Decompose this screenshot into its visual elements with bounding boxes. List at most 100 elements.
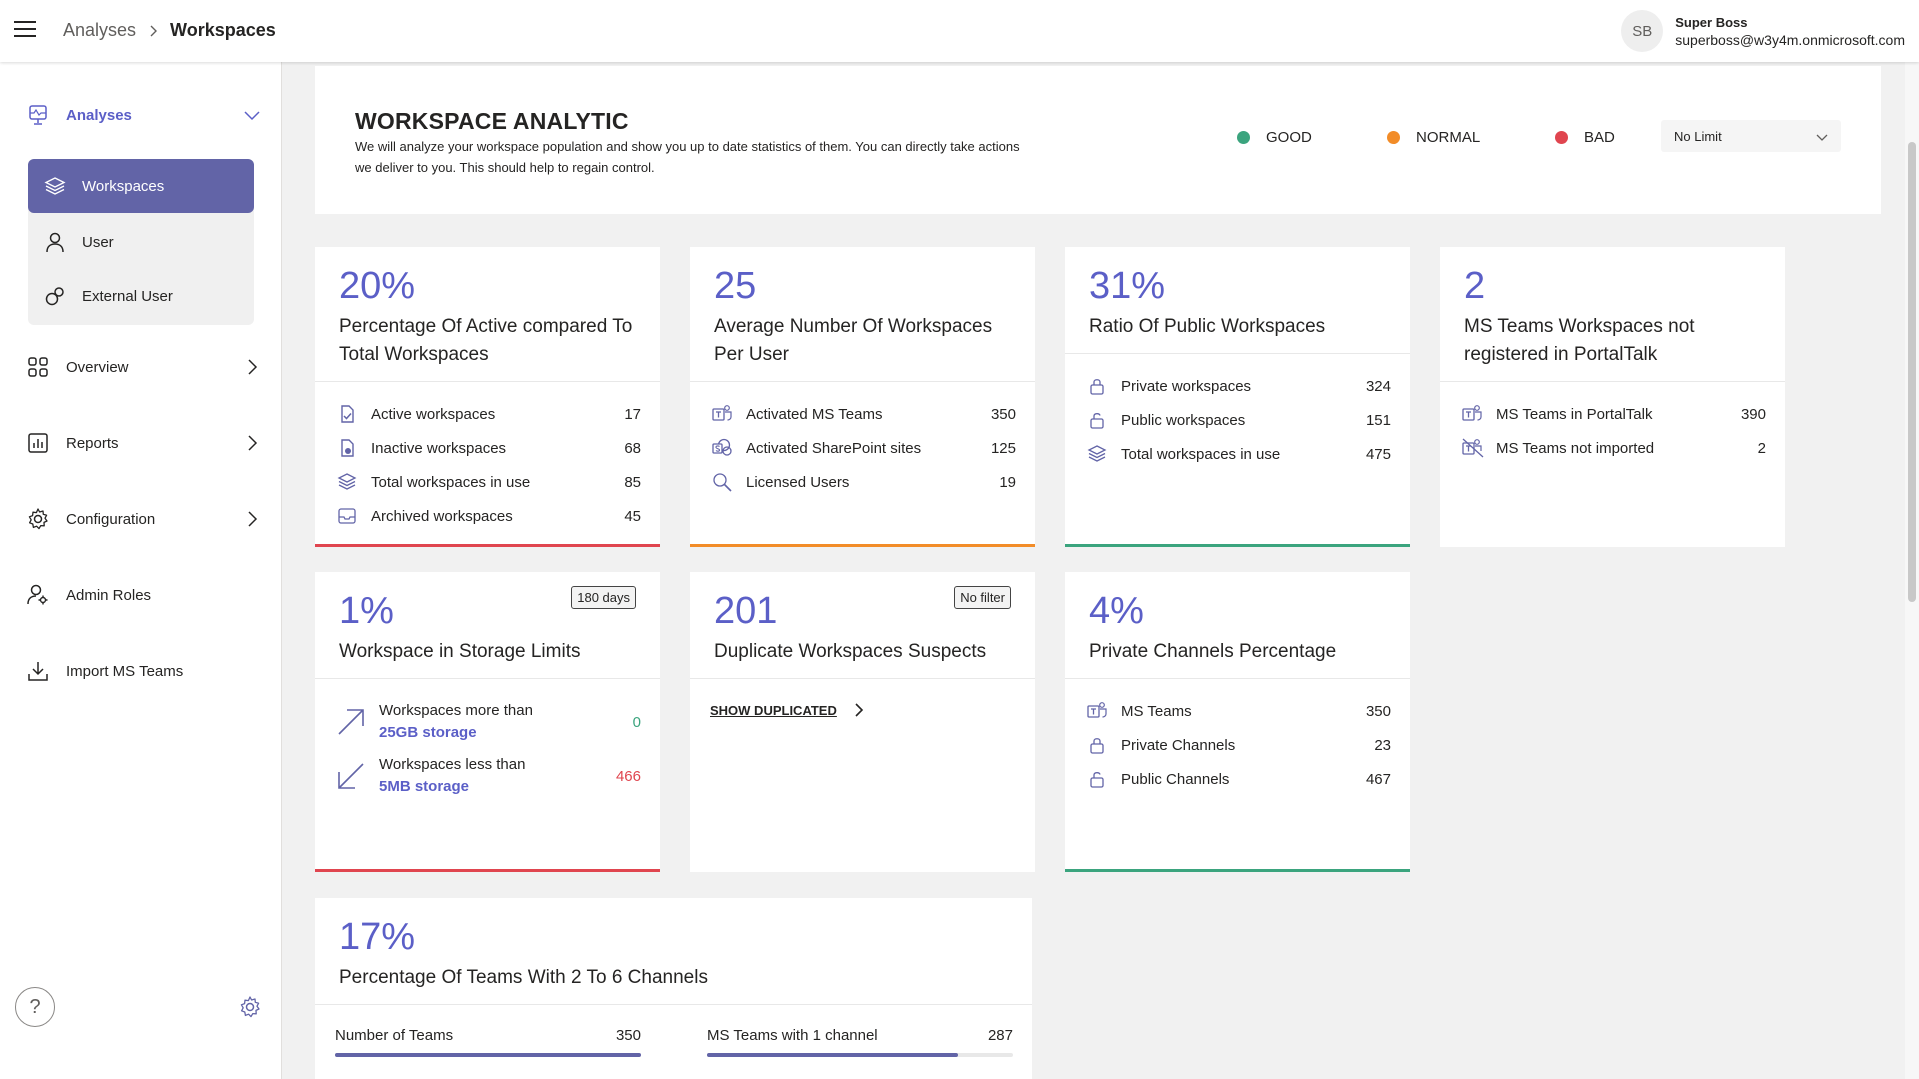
teams-icon <box>1087 701 1107 721</box>
card-value: 201 <box>714 590 778 632</box>
card-title: MS Teams Workspaces not registered in Po… <box>1464 316 1695 365</box>
chevron-right-icon[interactable] <box>242 509 262 529</box>
list-item: Private Channels 23 <box>1087 733 1391 757</box>
active-workspaces-card[interactable]: 20% Percentage Of Active compared To Tot… <box>315 247 660 547</box>
show-duplicated-link[interactable]: SHOW DUPLICATED <box>710 702 867 718</box>
row-value: 467 <box>1365 770 1391 788</box>
divider <box>1440 381 1785 382</box>
storage-limits-card[interactable]: 180 days 1% Workspace in Storage Limits … <box>315 572 660 872</box>
row-value: 324 <box>1365 377 1391 395</box>
page-scrollbar[interactable] <box>1905 62 1919 1079</box>
sidebar-item-import-ms-teams[interactable]: Import MS Teams <box>26 656 262 686</box>
hamburger-menu-icon[interactable] <box>14 19 36 39</box>
user-email: superboss@w3y4m.onmicrosoft.com <box>1675 31 1905 48</box>
row-label: Public workspaces <box>1121 411 1246 429</box>
sidebar-item-reports[interactable]: Reports <box>26 428 262 458</box>
public-workspaces-card[interactable]: 31% Ratio Of Public Workspaces Private w… <box>1065 247 1410 547</box>
chevron-right-icon[interactable] <box>242 357 262 377</box>
search-user-icon <box>712 472 732 492</box>
card-value: 17% <box>339 916 416 958</box>
page-title: WORKSPACE ANALYTIC <box>355 108 629 134</box>
row-label: Public Channels <box>1121 770 1230 788</box>
sidebar-item-external-user[interactable]: External User <box>28 269 254 323</box>
list-item: Licensed Users 19 <box>712 470 1016 494</box>
settings-gear-icon[interactable] <box>238 995 262 1019</box>
chevron-down-icon[interactable] <box>242 105 262 125</box>
teams-channels-card[interactable]: 17% Percentage Of Teams With 2 To 6 Chan… <box>315 898 1032 1079</box>
arrow-up-right-icon <box>335 706 367 738</box>
download-icon <box>26 659 50 683</box>
chart-icon <box>26 431 50 455</box>
stat-label: MS Teams with 1 channel <box>707 1027 878 1044</box>
storage-less-link[interactable]: 5MB storage <box>379 778 470 795</box>
list-item: Total workspaces in use 475 <box>1087 442 1391 466</box>
card-title: Percentage Of Teams With 2 To 6 Channels <box>339 967 708 988</box>
limit-select-value: No Limit <box>1674 128 1722 144</box>
row-label: Activated MS Teams <box>746 405 883 423</box>
sidebar-item-analyses[interactable]: Analyses <box>26 100 262 130</box>
row-label: MS Teams not imported <box>1496 439 1655 457</box>
progress-bar <box>707 1053 1013 1057</box>
sidebar-item-label: Workspaces <box>82 177 165 195</box>
row-value: 45 <box>624 507 641 525</box>
sidebar-item-configuration[interactable]: Configuration <box>26 504 262 534</box>
stat-value: 287 <box>987 1027 1013 1044</box>
legend-label: GOOD <box>1266 129 1312 146</box>
teams-not-registered-card[interactable]: 2 MS Teams Workspaces not registered in … <box>1440 247 1785 547</box>
storage-more-link[interactable]: 25GB storage <box>379 724 477 741</box>
list-item: Activated SharePoint sites 125 <box>712 436 1016 460</box>
breadcrumb-analyses[interactable]: Analyses <box>63 20 137 40</box>
breadcrumb-workspaces: Workspaces <box>170 20 276 40</box>
card-title: Duplicate Workspaces Suspects <box>714 641 987 662</box>
divider <box>1065 353 1410 354</box>
chevron-down-icon <box>1815 130 1829 144</box>
row-label: Total workspaces in use <box>371 473 531 491</box>
user-profile[interactable]: SB Super Boss superboss@w3y4m.onmicrosof… <box>1621 10 1905 52</box>
duplicate-workspaces-card[interactable]: No filter 201 Duplicate Workspaces Suspe… <box>690 572 1035 872</box>
progress-bar <box>335 1053 641 1057</box>
sidebar-item-user[interactable]: User <box>28 215 254 269</box>
unlock-icon <box>1087 769 1107 789</box>
sidebar-item-admin-roles[interactable]: Admin Roles <box>26 580 262 610</box>
divider <box>690 381 1035 382</box>
card-value: 20% <box>339 265 416 307</box>
average-workspaces-card[interactable]: 25 Average Number Of Workspaces Per User… <box>690 247 1035 547</box>
list-item: Workspaces less than 5MB storage 466 <box>335 754 641 798</box>
top-bar: Analyses Workspaces SB Super Boss superb… <box>0 0 1919 62</box>
avatar[interactable]: SB <box>1621 10 1664 52</box>
row-value: 17 <box>624 405 641 423</box>
list-item: Inactive workspaces 68 <box>337 436 641 460</box>
stat-value: 350 <box>615 1027 641 1044</box>
divider <box>315 678 660 679</box>
help-button[interactable]: ? <box>15 987 55 1027</box>
inactive-workspace-icon <box>337 438 357 458</box>
chevron-right-icon[interactable] <box>242 433 262 453</box>
card-title: Ratio Of Public Workspaces <box>1089 316 1326 337</box>
legend-bad: BAD <box>1555 129 1615 146</box>
row-label: Licensed Users <box>746 473 850 491</box>
card-value: 2 <box>1464 265 1486 307</box>
scrollbar-thumb[interactable] <box>1908 142 1916 602</box>
sharepoint-icon <box>712 438 732 458</box>
sidebar-item-label: Reports <box>66 434 119 452</box>
sidebar-item-overview[interactable]: Overview <box>26 352 262 382</box>
private-channels-card[interactable]: 4% Private Channels Percentage MS Teams … <box>1065 572 1410 872</box>
analyses-submenu: Workspaces User External User <box>28 159 254 325</box>
row-value: 85 <box>624 473 641 491</box>
page-description: We will analyze your workspace populatio… <box>355 139 1020 175</box>
card-title: Percentage Of Active compared To Total W… <box>339 316 633 365</box>
lock-icon <box>1087 376 1107 396</box>
period-badge[interactable]: 180 days <box>571 586 636 609</box>
normal-dot-icon <box>1387 131 1400 144</box>
filter-badge[interactable]: No filter <box>954 586 1011 609</box>
breadcrumb: Analyses Workspaces <box>63 20 276 41</box>
sidebar-item-workspaces[interactable]: Workspaces <box>28 159 254 213</box>
divider <box>1065 678 1410 679</box>
limit-select[interactable]: No Limit <box>1661 120 1841 152</box>
bad-dot-icon <box>1555 131 1568 144</box>
progress-fill <box>707 1053 958 1057</box>
archive-icon <box>337 506 357 526</box>
sidebar-item-label: Configuration <box>66 510 156 528</box>
divider <box>315 381 660 382</box>
card-value: 25 <box>714 265 757 307</box>
